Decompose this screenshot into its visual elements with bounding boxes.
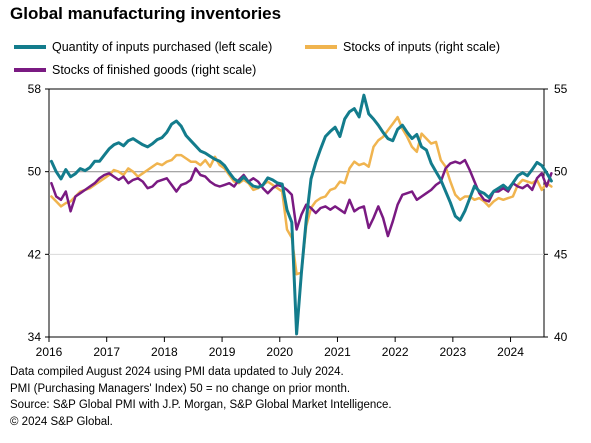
legend-label-stocks-inputs: Stocks of inputs (right scale) [343, 40, 501, 54]
right-axis-tick-label: 55 [554, 82, 568, 96]
right-axis-tick-label: 45 [554, 247, 568, 261]
legend-label-finished-goods: Stocks of finished goods (right scale) [52, 63, 257, 77]
legend-item-stocks-inputs: Stocks of inputs (right scale) [305, 40, 500, 54]
legend-swatch-stocks-inputs [305, 45, 337, 49]
chart-title: Global manufacturing inventories [10, 4, 282, 23]
legend-swatch-finished-goods [14, 68, 46, 72]
legend-item-quantity: Quantity of inputs purchased (left scale… [14, 40, 272, 54]
right-axis-tick-label: 40 [554, 330, 568, 344]
x-axis-tick-label: 2021 [324, 345, 351, 359]
legend-swatch-quantity [14, 45, 46, 49]
x-axis-tick-label: 2020 [266, 345, 293, 359]
footer-line-source: Source: S&P Global PMI with J.P. Morgan,… [10, 399, 392, 411]
x-axis-tick-label: 2023 [439, 345, 466, 359]
series-line-stocks-finished [50, 158, 553, 238]
chart-area: 58 50 42 34 55 50 45 40 2016 2017 2018 2019 2020 2021… [28, 82, 568, 359]
footer-line-copyright: © 2024 S&P Global. [10, 415, 113, 428]
footer-line-compiled: Data compiled August 2024 using PMI data… [10, 366, 344, 378]
left-axis-tick-label: 50 [28, 165, 42, 179]
x-axis-tick-label: 2016 [36, 345, 63, 359]
footer-line-pmi-note: PMI (Purchasing Managers' Index) 50 = no… [10, 382, 351, 395]
x-axis-tick-label: 2019 [209, 345, 236, 359]
legend-item-finished-goods: Stocks of finished goods (right scale) [14, 63, 256, 77]
x-axis-tick-label: 2024 [497, 345, 524, 359]
series-line-quantity-inputs [49, 93, 553, 336]
legend-label-quantity: Quantity of inputs purchased (left scale… [52, 40, 273, 54]
plot-frame [48, 88, 545, 338]
footer-notes: Data compiled August 2024 using PMI data… [10, 364, 392, 430]
left-axis-tick-label: 42 [28, 247, 42, 261]
x-axis-tick-label: 2018 [151, 345, 178, 359]
right-axis-tick-label: 50 [554, 165, 568, 179]
x-axis-tick-label: 2017 [93, 345, 120, 359]
x-axis-tick-label: 2022 [382, 345, 409, 359]
left-axis-tick-label: 58 [28, 82, 42, 96]
left-axis-tick-label: 34 [28, 330, 42, 344]
